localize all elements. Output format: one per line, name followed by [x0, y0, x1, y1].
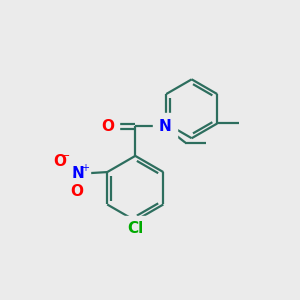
- Text: Cl: Cl: [127, 221, 143, 236]
- Text: O: O: [70, 184, 83, 199]
- Text: N: N: [71, 166, 84, 181]
- Text: −: −: [61, 151, 71, 161]
- Text: +: +: [81, 163, 89, 173]
- Text: O: O: [101, 119, 114, 134]
- Text: N: N: [158, 119, 171, 134]
- Text: O: O: [54, 154, 67, 169]
